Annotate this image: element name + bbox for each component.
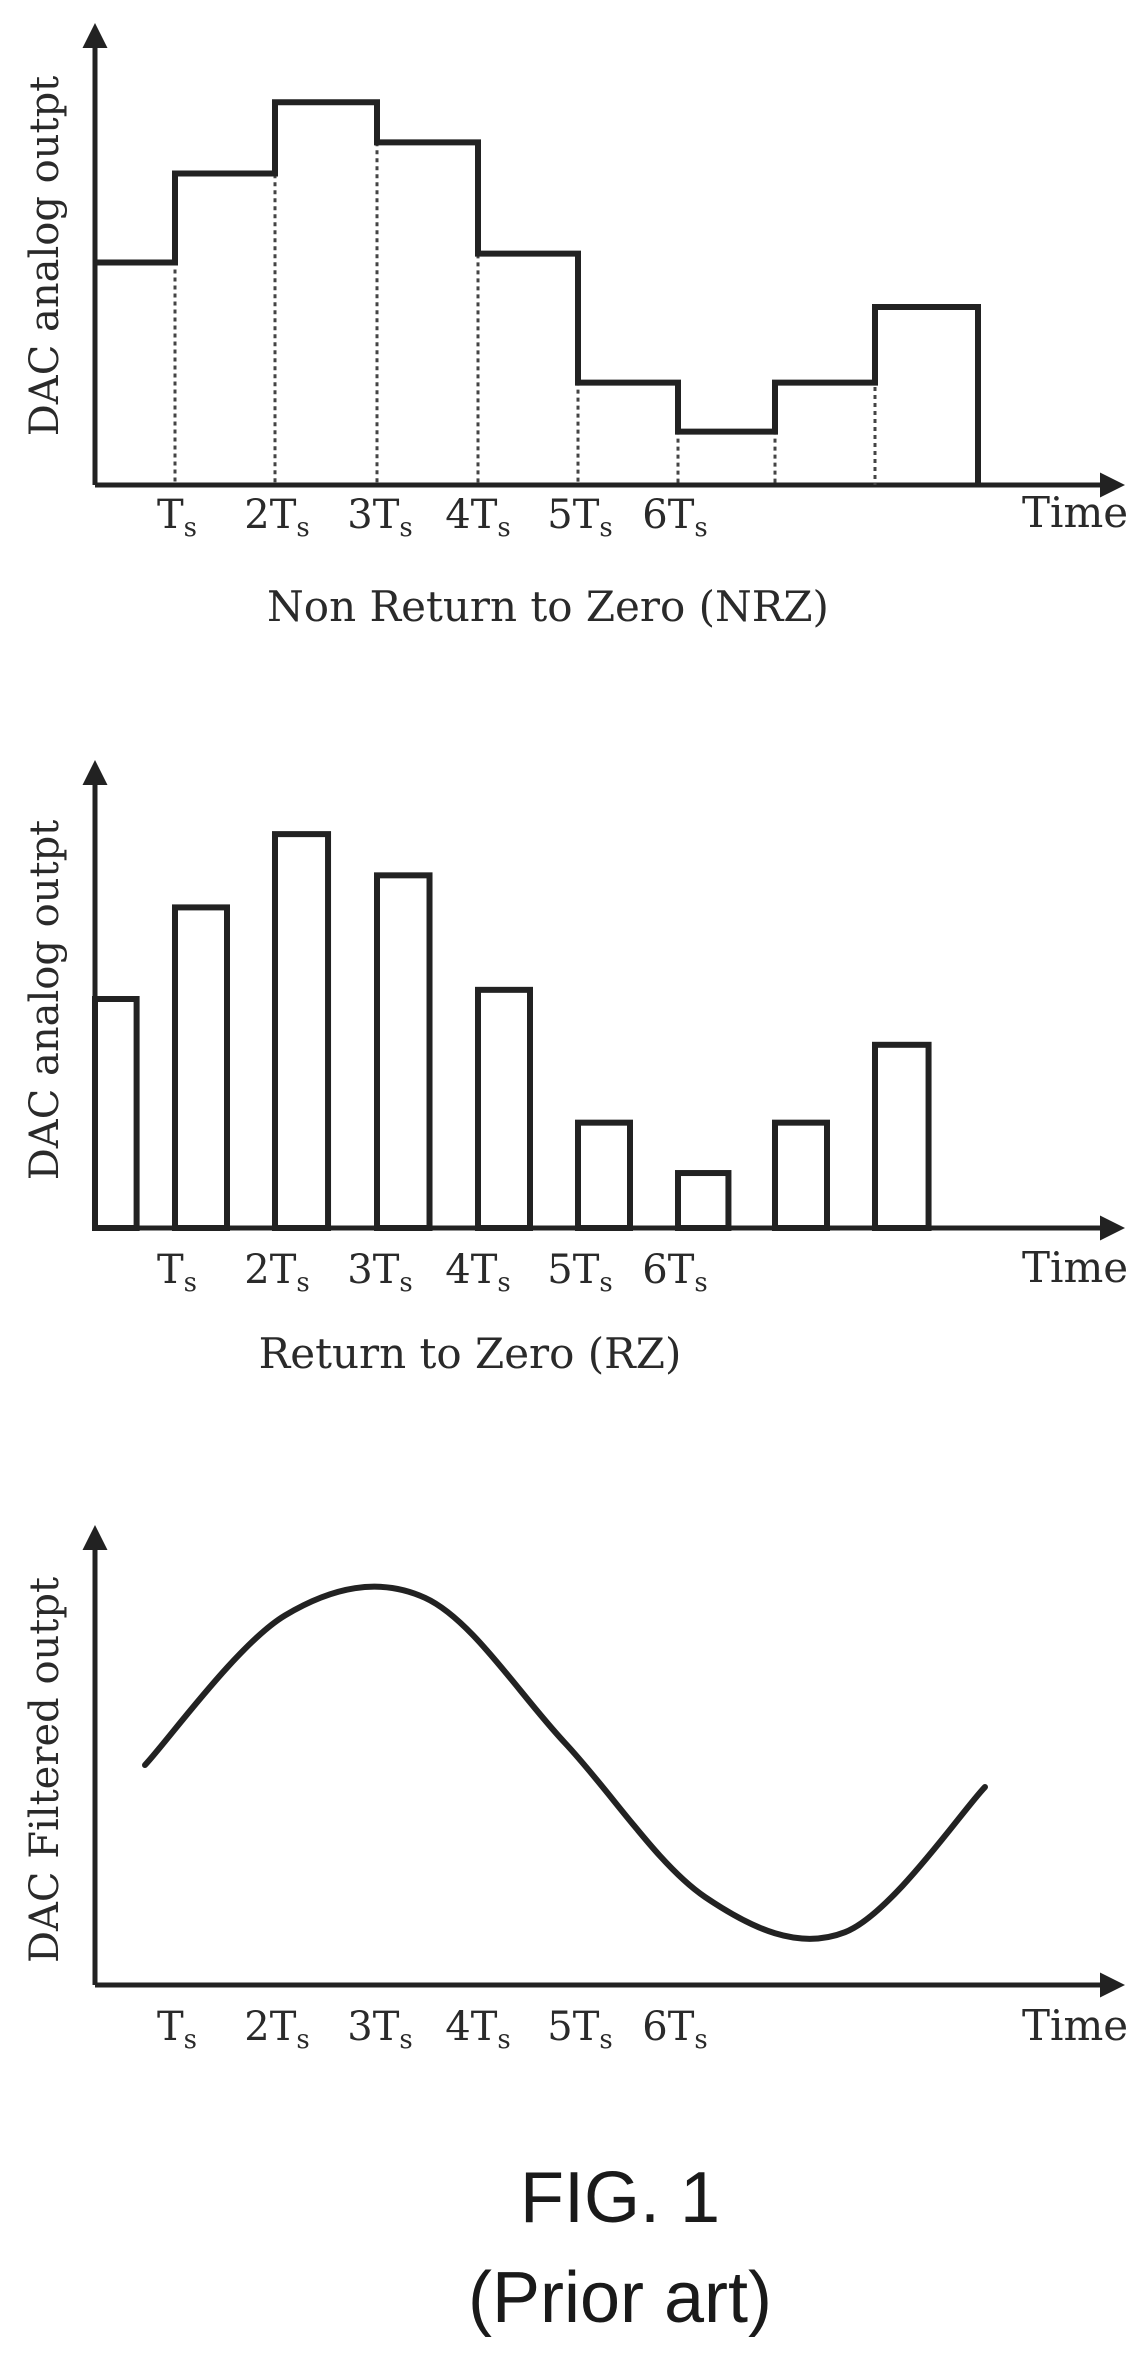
- figure-title: FIG. 1: [520, 2158, 720, 2238]
- filtered-sine-curve: [142, 1583, 988, 1942]
- rz-pulse-bar: [675, 1170, 732, 1232]
- filtered-chart: DAC Filtered outpt Ts 2Ts 3Ts 4Ts 5Ts 6Ts Tim…: [22, 1525, 1128, 2055]
- nrz-y-axis-label: DAC analog outpt: [22, 76, 68, 437]
- rz-y-axis-label: DAC analog outpt: [22, 820, 68, 1181]
- nrz-caption: Non Return to Zero (NRZ): [267, 582, 829, 631]
- rz-x-axis-label: Time: [1022, 1243, 1128, 1292]
- filtered-x-axis-label: Time: [1022, 2001, 1128, 2050]
- nrz-tick-label: 3Ts: [347, 492, 412, 543]
- rz-tick-label: 2Ts: [244, 1247, 309, 1298]
- filtered-tick-label: 5Ts: [547, 2004, 612, 2055]
- nrz-tick-label: 5Ts: [547, 492, 612, 543]
- rz-tick-label: 4Ts: [445, 1247, 510, 1298]
- filtered-tick-label: 6Ts: [642, 2004, 707, 2055]
- rz-tick-label: 6Ts: [642, 1247, 707, 1298]
- rz-chart: DAC analog outpt Ts 2Ts 3Ts 4Ts 5Ts 6Ts Time …: [22, 760, 1128, 1378]
- nrz-tick-label: 4Ts: [445, 492, 510, 543]
- filtered-tick-label: 4Ts: [445, 2004, 510, 2055]
- nrz-tick-label: 2Ts: [244, 492, 309, 543]
- rz-pulse-bar: [374, 872, 433, 1232]
- nrz-step-waveform: [95, 99, 981, 485]
- rz-tick-label: Ts: [157, 1247, 197, 1298]
- rz-pulse-bar: [172, 904, 230, 1232]
- rz-pulse-bars: [92, 831, 932, 1232]
- rz-pulse-bar: [772, 1119, 830, 1232]
- filtered-tick-label: 2Ts: [244, 2004, 309, 2055]
- filtered-tick-label: Ts: [157, 2004, 197, 2055]
- rz-tick-label: 5Ts: [547, 1247, 612, 1298]
- nrz-tick-label: 6Ts: [642, 492, 707, 543]
- rz-pulse-bar: [92, 996, 140, 1231]
- rz-pulse-bar: [575, 1119, 633, 1232]
- rz-tick-labels: Ts 2Ts 3Ts 4Ts 5Ts 6Ts: [157, 1247, 708, 1298]
- filtered-tick-label: 3Ts: [347, 2004, 412, 2055]
- nrz-chart: DAC analog outpt Ts 2Ts 3Ts 4Ts 5Ts 6Ts Time …: [22, 23, 1128, 631]
- rz-pulse-bar: [475, 986, 533, 1232]
- filtered-tick-labels: Ts 2Ts 3Ts 4Ts 5Ts 6Ts: [157, 2004, 708, 2055]
- rz-pulse-bar: [872, 1041, 932, 1232]
- rz-tick-label: 3Ts: [347, 1247, 412, 1298]
- nrz-tick-labels: Ts 2Ts 3Ts 4Ts 5Ts 6Ts: [157, 492, 708, 543]
- nrz-x-axis-label: Time: [1022, 488, 1128, 537]
- nrz-dotted-lines: [173, 102, 877, 485]
- rz-caption: Return to Zero (RZ): [259, 1329, 682, 1378]
- rz-pulse-bar: [272, 831, 332, 1231]
- figure-subtitle: (Prior art): [468, 2258, 772, 2338]
- filtered-y-axis-label: DAC Filtered outpt: [22, 1577, 68, 1963]
- nrz-tick-label: Ts: [157, 492, 197, 543]
